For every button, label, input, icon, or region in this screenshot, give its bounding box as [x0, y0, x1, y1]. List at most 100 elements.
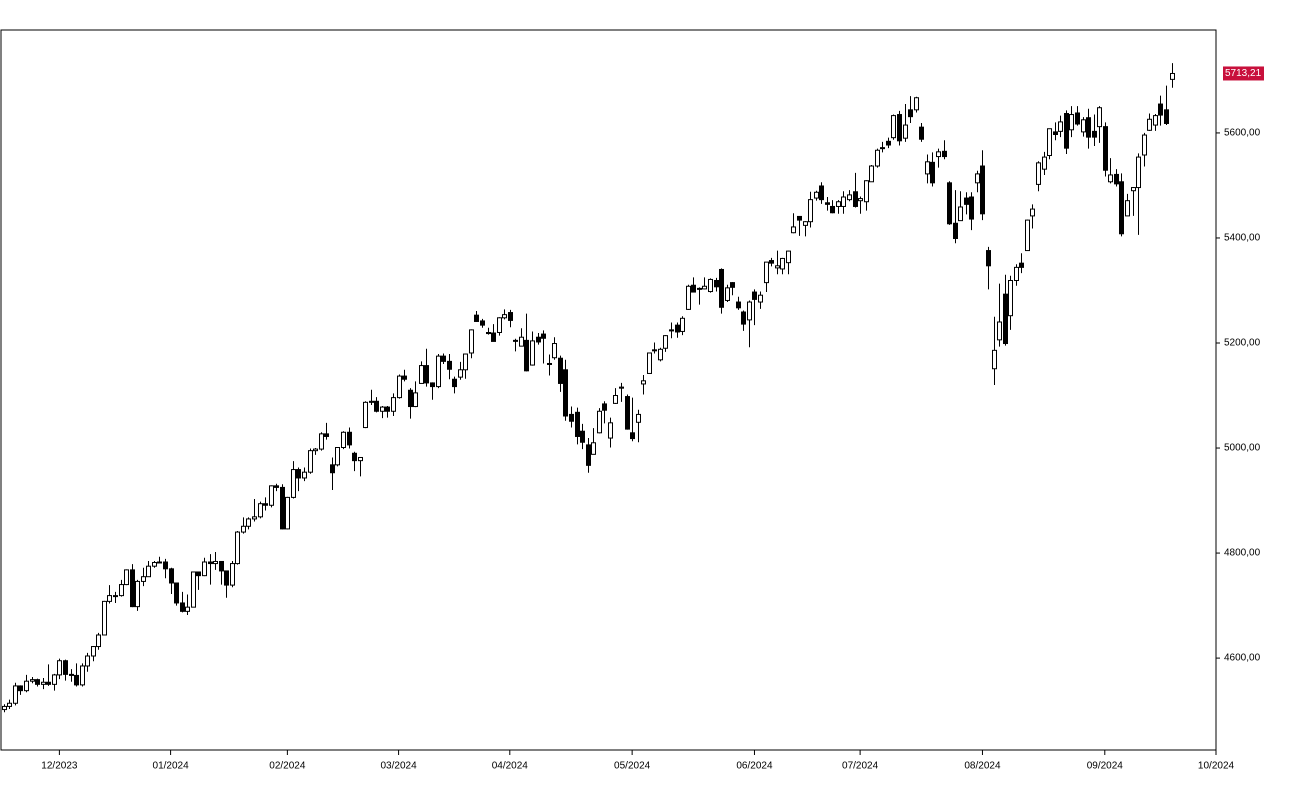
candle-body: [708, 278, 713, 293]
candle-body: [1036, 162, 1041, 185]
candle-body: [113, 595, 118, 598]
candle-body: [397, 375, 402, 399]
x-tick-label: 04/2024: [492, 761, 529, 772]
candle-body: [2, 705, 7, 711]
candle-body: [124, 569, 129, 586]
candle-body: [613, 395, 618, 404]
candle-body: [697, 287, 702, 290]
candle-body: [1069, 114, 1074, 131]
candle-body: [1003, 293, 1008, 345]
candle-body: [163, 561, 168, 570]
candle-body: [964, 197, 969, 205]
candle-body: [825, 202, 830, 205]
candle-body: [196, 571, 201, 577]
candle-body: [1047, 128, 1052, 157]
candle-body: [769, 260, 774, 264]
candle-body: [886, 140, 891, 146]
candle-body: [975, 173, 980, 184]
candle-body: [452, 378, 457, 388]
x-tick-label: 05/2024: [614, 761, 651, 772]
candle-body: [235, 531, 240, 565]
candle-body: [775, 265, 780, 269]
candle-body: [1008, 280, 1013, 317]
candle-body: [330, 464, 335, 474]
candle-body: [280, 486, 285, 530]
candle-body: [296, 469, 301, 479]
candle-body: [619, 386, 624, 389]
candle-body: [274, 485, 279, 488]
candle-body: [374, 400, 379, 412]
candle-body: [363, 401, 368, 429]
candle-body: [157, 561, 162, 564]
x-tick-label: 06/2024: [736, 761, 773, 772]
x-tick-label: 07/2024: [842, 761, 879, 772]
candle-body: [208, 561, 213, 565]
candle-body: [730, 282, 735, 288]
candle-body: [252, 516, 257, 520]
candle-body: [1142, 134, 1147, 156]
candle-body: [680, 317, 685, 332]
candle-body: [302, 471, 307, 479]
candle-body: [714, 280, 719, 288]
candle-body: [864, 180, 869, 203]
candle-body: [480, 320, 485, 326]
candle-body: [641, 380, 646, 385]
candle-body: [1086, 117, 1091, 138]
candle-body: [980, 165, 985, 215]
x-tick-label: 08/2024: [964, 761, 1001, 772]
candle-body: [430, 382, 435, 388]
candle-body: [919, 126, 924, 140]
x-tick-label: 09/2024: [1087, 761, 1124, 772]
candle-body: [202, 561, 207, 577]
candle-body: [1042, 156, 1047, 170]
candle-body: [1097, 107, 1102, 128]
candle-body: [1131, 187, 1136, 192]
candle-body: [119, 584, 124, 597]
candle-body: [141, 576, 146, 582]
candle-body: [502, 314, 507, 319]
candle-body: [1092, 130, 1097, 138]
candle-body: [224, 570, 229, 586]
candle-body: [686, 285, 691, 310]
candle-body: [319, 433, 324, 450]
candle-body: [758, 294, 763, 303]
candle-body: [1158, 103, 1163, 116]
candle-body: [102, 600, 107, 636]
candle-body: [575, 411, 580, 437]
candle-body: [313, 448, 318, 452]
candle-body: [486, 331, 491, 335]
candle-body: [1075, 112, 1080, 125]
candle-body: [358, 456, 363, 462]
candle-body: [258, 503, 263, 518]
candle-body: [519, 336, 524, 347]
candle-body: [130, 569, 135, 608]
candle-body: [335, 447, 340, 466]
candle-body: [942, 150, 947, 158]
candle-body: [413, 392, 418, 408]
candle-body: [858, 198, 863, 202]
x-tick-label: 12/2023: [41, 761, 78, 772]
x-tick-label: 10/2024: [1198, 761, 1235, 772]
last-price-marker: [1223, 66, 1264, 81]
candle-body: [246, 518, 251, 527]
candle-body: [241, 525, 246, 533]
candle-body: [46, 681, 51, 685]
candle-body: [107, 595, 112, 602]
candle-body: [586, 444, 591, 466]
candle-body: [541, 333, 546, 339]
candle-body: [1147, 118, 1152, 131]
x-tick-label: 03/2024: [381, 761, 418, 772]
candle-body: [508, 312, 513, 321]
candle-body: [285, 496, 290, 530]
candle-body: [530, 340, 535, 366]
candle-body: [69, 673, 74, 676]
candle-body: [953, 222, 958, 239]
candle-body: [135, 580, 140, 608]
candle-body: [441, 355, 446, 362]
candle-body: [1164, 109, 1169, 124]
candle-body: [836, 201, 841, 207]
candle-body: [447, 360, 452, 370]
candle-body: [897, 114, 902, 142]
candle-body: [536, 336, 541, 343]
